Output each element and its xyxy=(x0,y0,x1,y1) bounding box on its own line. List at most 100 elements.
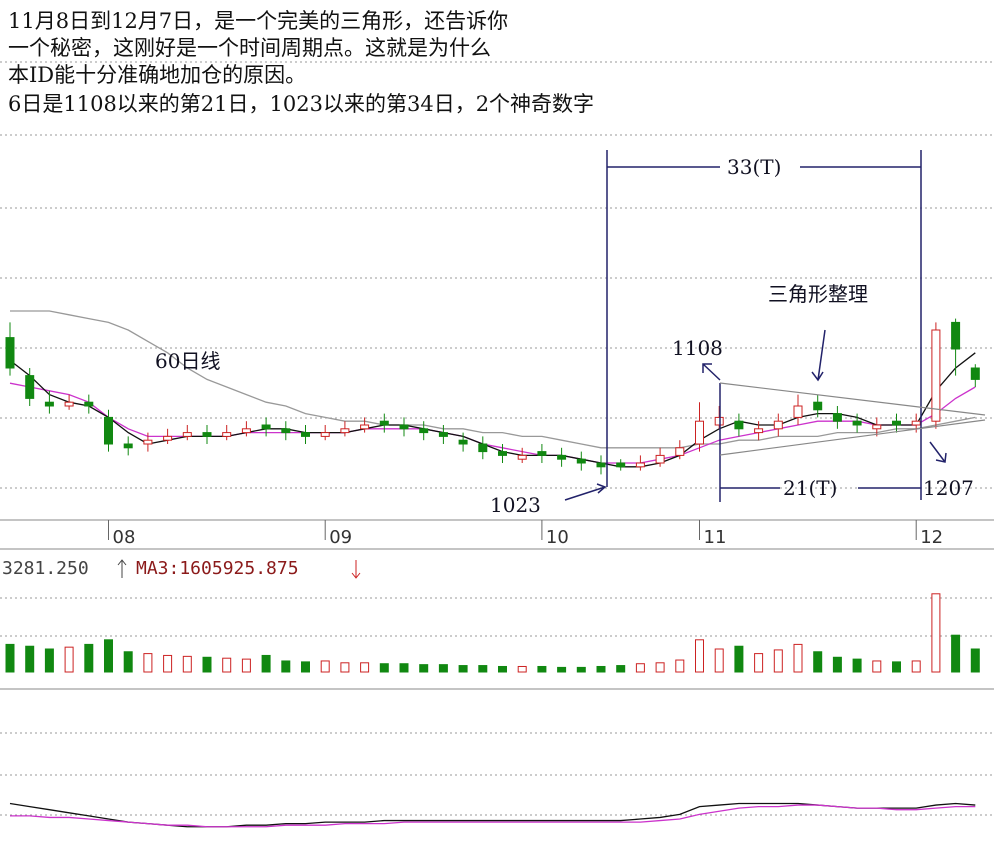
candle-body xyxy=(143,439,153,445)
volume-bar xyxy=(123,651,133,673)
volume-bar xyxy=(754,653,764,673)
volume-bar xyxy=(5,643,15,673)
volume-bar xyxy=(301,661,310,673)
candle-body xyxy=(320,432,330,437)
volume-bar xyxy=(182,655,192,673)
volume-bar xyxy=(970,648,980,673)
x-tick-label: 11 xyxy=(704,527,727,548)
candle-body xyxy=(754,428,764,434)
candle-body xyxy=(301,432,310,437)
candle-body xyxy=(931,329,941,422)
candle-body xyxy=(84,401,94,407)
volume-bar xyxy=(44,648,54,673)
volume-bar xyxy=(261,654,271,673)
volume-bar xyxy=(241,658,251,673)
candle-body xyxy=(202,432,212,437)
candle-body xyxy=(734,420,744,430)
volume-bar xyxy=(537,665,547,673)
candle-body xyxy=(44,401,54,407)
volume-bar xyxy=(616,665,626,673)
ma-line xyxy=(9,382,976,464)
candle-body xyxy=(281,428,291,434)
candle-body xyxy=(773,420,783,430)
volume-bar xyxy=(872,660,882,673)
volume-bar xyxy=(832,656,842,673)
candle-body xyxy=(261,424,271,430)
volume-bar xyxy=(143,653,153,673)
grid xyxy=(0,61,994,816)
candle-body xyxy=(695,420,704,445)
volume-bar xyxy=(222,657,232,673)
volume-bar xyxy=(931,593,941,673)
candle-body xyxy=(379,420,389,426)
volume-label: 3281.250 xyxy=(2,558,89,579)
candle-body xyxy=(596,462,606,468)
candle-body xyxy=(222,432,232,437)
volume-bar xyxy=(202,656,212,673)
ma-line xyxy=(10,310,976,449)
volume-bar xyxy=(360,662,370,673)
candle-body xyxy=(419,428,429,434)
volume-bar xyxy=(320,660,330,673)
candle-body xyxy=(635,462,645,468)
volume-bar xyxy=(64,646,74,673)
volume-bar xyxy=(734,645,744,673)
candle-body xyxy=(478,443,488,453)
candle-body xyxy=(123,443,133,449)
annotation: 21(T) xyxy=(783,476,837,500)
note: 11月8日到12月7日，是一个完美的三角形，还告诉你 xyxy=(8,9,508,33)
indicator-line xyxy=(10,804,976,828)
volume-label: MA3:1605925.875 xyxy=(136,558,299,579)
candle-body xyxy=(104,416,113,445)
volume-bar xyxy=(557,666,567,673)
candle-body xyxy=(182,432,192,437)
annotation: 60日线 xyxy=(155,349,220,373)
note: 一个秘密，这刚好是一个时间周期点。这就是为什么 xyxy=(8,36,491,60)
volume-bar xyxy=(340,662,350,673)
candle-body xyxy=(241,428,251,434)
candle-body xyxy=(399,424,409,430)
candle-body xyxy=(813,401,823,411)
candle-body xyxy=(714,416,724,426)
volume-bar xyxy=(911,660,921,673)
candle-body xyxy=(64,401,74,407)
candle-body xyxy=(892,420,901,426)
candle-body xyxy=(951,321,961,350)
candle-body xyxy=(576,458,586,464)
volume-bar xyxy=(478,665,488,673)
candle-body xyxy=(498,451,507,456)
annotation: 三角形整理 xyxy=(768,282,868,306)
candle-body xyxy=(832,413,842,422)
volume-bar xyxy=(84,643,94,673)
candle-body xyxy=(360,424,370,430)
volume-bar xyxy=(813,651,823,673)
candle-body xyxy=(517,454,527,460)
volume-bar xyxy=(793,643,803,673)
volume-bar xyxy=(163,654,173,673)
volume-bar xyxy=(596,665,606,673)
volume-bar xyxy=(655,662,665,673)
volume-bar xyxy=(438,664,448,673)
candle-body xyxy=(675,447,685,456)
annotation: 1207 xyxy=(923,476,974,500)
annotation-lines xyxy=(564,150,986,502)
volume-bar xyxy=(852,658,862,673)
note: 6日是1108以来的第21日，1023以来的第34日，2个神奇数字 xyxy=(8,92,594,116)
volume-bar xyxy=(576,666,586,673)
x-tick-label: 09 xyxy=(329,527,352,548)
x-tick-label: 10 xyxy=(546,527,569,548)
annotation: 33(T) xyxy=(727,155,781,179)
candle-body xyxy=(793,405,803,418)
candle-body xyxy=(616,462,626,468)
volume-header: 3281.250 MA3:1605925.875 xyxy=(2,558,361,579)
candle-body xyxy=(438,432,448,437)
volume-bar xyxy=(517,665,527,673)
candle-body xyxy=(458,439,468,445)
annotation: 1023 xyxy=(490,493,541,517)
candle-body xyxy=(25,375,35,399)
volume-bar xyxy=(281,660,291,673)
volume-bar xyxy=(498,665,507,673)
candle-body xyxy=(911,420,921,426)
candle-body xyxy=(537,451,547,456)
volume-bar xyxy=(635,663,645,673)
